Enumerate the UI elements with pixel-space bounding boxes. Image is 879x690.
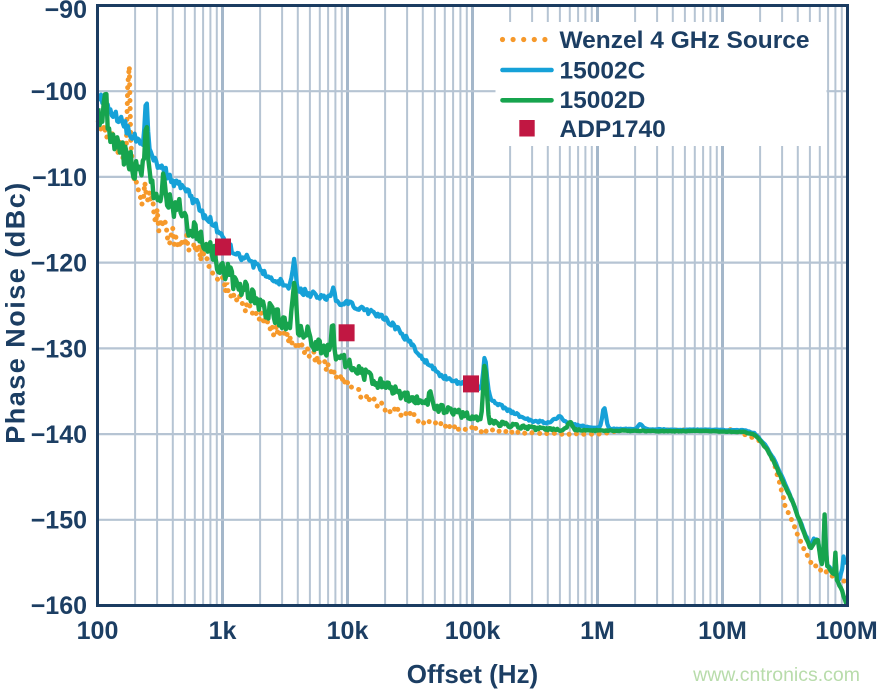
svg-text:ADP1740: ADP1740: [560, 116, 666, 143]
svg-text:Wenzel 4 GHz Source: Wenzel 4 GHz Source: [560, 27, 810, 54]
svg-text:Offset (Hz): Offset (Hz): [407, 659, 538, 689]
svg-text:−120: −120: [31, 250, 87, 278]
svg-text:www.cntronics.com: www.cntronics.com: [692, 664, 860, 686]
svg-text:10M: 10M: [698, 617, 747, 645]
svg-text:Phase Noise (dBc): Phase Noise (dBc): [1, 181, 31, 444]
svg-text:15002D: 15002D: [560, 87, 646, 114]
svg-text:100M: 100M: [815, 617, 878, 645]
svg-text:−110: −110: [32, 164, 87, 192]
svg-text:−90: −90: [45, 0, 87, 24]
svg-text:15002C: 15002C: [560, 58, 646, 85]
svg-text:−140: −140: [31, 421, 87, 449]
svg-text:1k: 1k: [209, 617, 237, 645]
svg-text:100k: 100k: [445, 617, 501, 645]
svg-text:100: 100: [77, 617, 119, 645]
svg-text:−100: −100: [31, 78, 87, 106]
svg-text:1M: 1M: [580, 617, 615, 645]
svg-text:−150: −150: [31, 507, 87, 535]
svg-text:−160: −160: [31, 592, 87, 620]
svg-text:−130: −130: [31, 335, 87, 363]
svg-text:10k: 10k: [327, 617, 369, 645]
